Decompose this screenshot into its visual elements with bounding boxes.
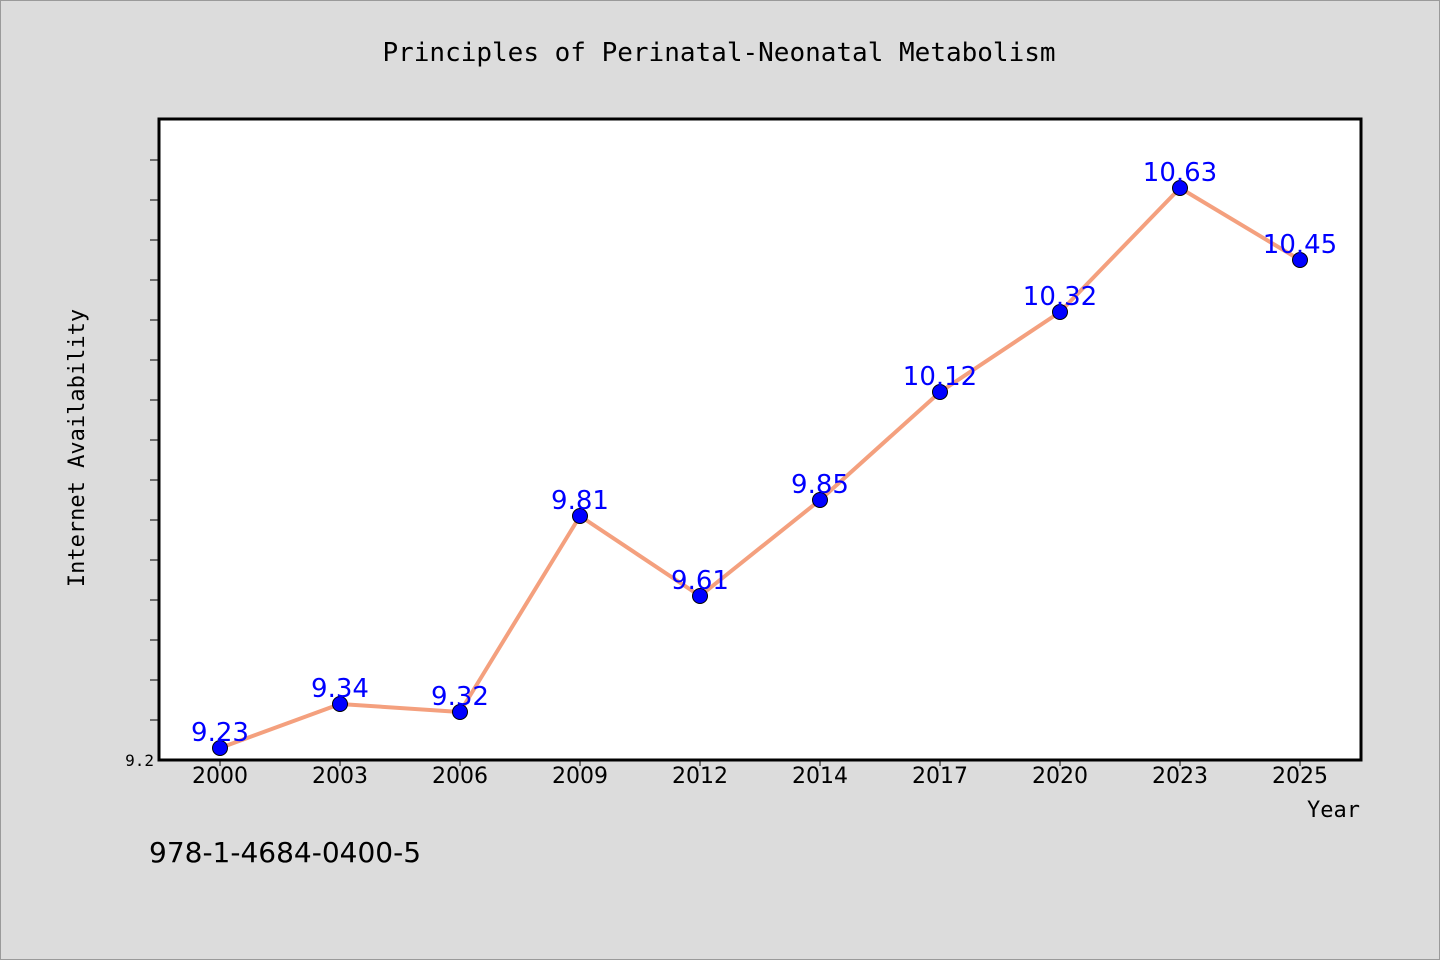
data-point — [212, 740, 228, 756]
data-label: 10.12 — [903, 362, 977, 392]
data-label: 10.63 — [1143, 158, 1217, 188]
x-tick-label: 2006 — [432, 764, 488, 789]
data-label: 10.45 — [1263, 230, 1337, 260]
x-tick-label: 2000 — [192, 764, 248, 789]
data-label: 10.32 — [1023, 282, 1097, 312]
x-tick-label: 2025 — [1272, 764, 1328, 789]
y-axis-ticks — [150, 159, 159, 721]
isbn-text: 978-1-4684-0400-5 — [149, 836, 421, 869]
data-point — [452, 704, 468, 720]
x-tick-label: 2020 — [1032, 764, 1088, 789]
data-point — [812, 492, 828, 508]
data-point — [1172, 180, 1188, 196]
x-tick-label: 2012 — [672, 764, 728, 789]
x-tick-label: 2014 — [792, 764, 848, 789]
y-tick-label: 9.2 — [125, 751, 154, 770]
data-point — [572, 508, 588, 524]
x-tick-label: 2003 — [312, 764, 368, 789]
y-axis-label: Internet Availability — [65, 309, 90, 587]
data-labels: 9.23 9.34 9.32 9.81 9.61 9.85 10.12 10.32 10.63 1… — [191, 158, 1337, 748]
data-point — [1052, 304, 1068, 320]
data-label: 9.23 — [191, 718, 249, 748]
data-point — [1292, 252, 1308, 268]
x-tick-label: 2017 — [912, 764, 968, 789]
x-axis-label: Year — [1307, 798, 1360, 823]
data-point — [692, 588, 708, 604]
data-label: 9.85 — [791, 470, 849, 500]
data-point — [932, 384, 948, 400]
chart-title: Principles of Perinatal-Neonatal Metabol… — [382, 38, 1055, 68]
x-axis-ticks: 2000 2003 2006 2009 2012 2014 2017 2020 2023 2025 — [192, 760, 1328, 789]
data-label: 9.32 — [431, 682, 489, 712]
series-layer — [212, 180, 1308, 756]
data-label: 9.81 — [551, 486, 609, 516]
series-line — [218, 186, 1302, 750]
data-label: 9.61 — [671, 566, 729, 596]
x-tick-label: 2009 — [552, 764, 608, 789]
plot-area — [157, 117, 1363, 762]
x-tick-label: 2023 — [1152, 764, 1208, 789]
data-label: 9.34 — [311, 674, 369, 704]
data-point — [332, 696, 348, 712]
